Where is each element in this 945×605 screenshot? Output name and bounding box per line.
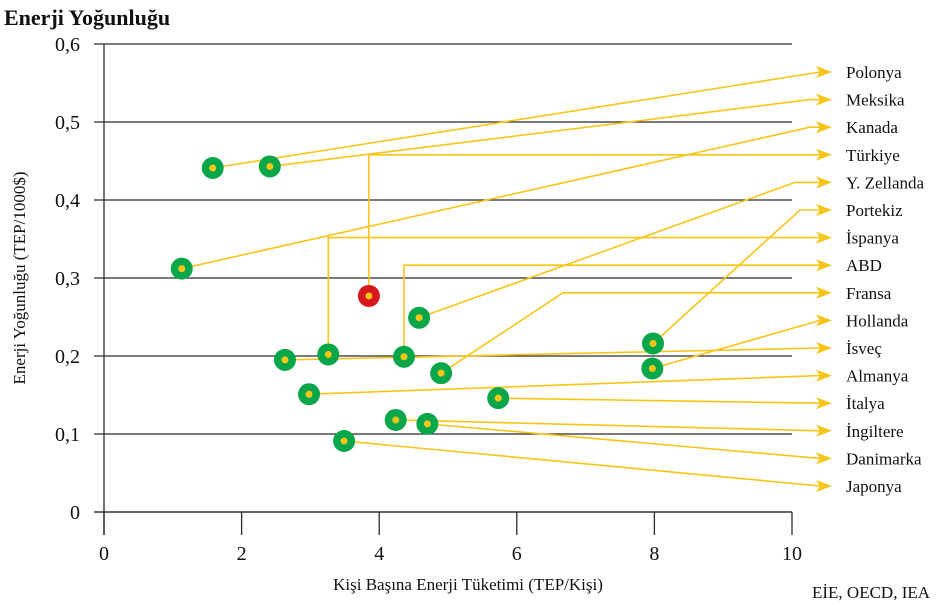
x-tick-label: 10 [782, 543, 802, 565]
data-point-center [400, 353, 408, 361]
arrowhead-icon [816, 480, 832, 492]
leader-line [269, 98, 820, 168]
leader-line [327, 236, 820, 355]
country-label: Fransa [846, 284, 892, 303]
data-point-center [340, 437, 348, 445]
country-labels: Polonya Meksika Kanada Türkiye Y. Zellanda Po… [846, 63, 925, 496]
country-label: Türkiye [846, 146, 900, 165]
country-label: Polonya [846, 63, 902, 82]
country-label: Danimarka [846, 449, 922, 468]
country-label: ABD [846, 256, 882, 275]
arrowhead-icon [816, 148, 832, 161]
arrowhead-icon [816, 314, 832, 327]
y-tick-label: 0,3 [55, 268, 80, 290]
leader-line [212, 71, 821, 169]
leader-line [181, 126, 820, 270]
data-point-center [494, 394, 502, 402]
data-points [170, 155, 665, 453]
chart-title: Enerji Yoğunluğu [4, 5, 170, 30]
y-tick-label: 0 [70, 502, 80, 524]
leader-line [418, 181, 820, 319]
data-point-center [365, 292, 373, 300]
country-label: İspanya [846, 229, 899, 248]
y-tick-label: 0,1 [55, 424, 80, 446]
arrowhead-icon [816, 231, 832, 244]
arrowhead-icon [816, 121, 832, 134]
arrowhead-icon [816, 397, 832, 410]
country-label: Meksika [846, 91, 905, 110]
leader-line [440, 292, 820, 374]
country-label: Hollanda [846, 311, 909, 330]
data-point-center [281, 356, 289, 364]
arrowhead-icon [816, 369, 832, 382]
data-point-center [648, 364, 656, 372]
country-label: Japonya [846, 477, 902, 496]
y-tick-label: 0,6 [55, 34, 80, 56]
data-point-center [266, 162, 274, 170]
y-axis-ticks: 0 0,1 0,2 0,3 0,4 0,5 0,6 [55, 34, 80, 524]
arrowhead-icon [816, 93, 832, 106]
x-tick-label: 8 [649, 543, 659, 565]
country-label: Y. Zellanda [846, 173, 925, 192]
arrowhead-icon [816, 452, 832, 465]
arrowhead-icon [816, 259, 832, 272]
arrowhead-icon [816, 424, 832, 437]
leader-lines [181, 66, 832, 492]
data-point-center [437, 369, 445, 377]
data-point-center [209, 164, 217, 172]
source-note: EİE, OECD, IEA [812, 583, 931, 602]
x-axis-label: Kişi Başına Enerji Tüketimi (TEP/Kişi) [333, 575, 603, 594]
country-label: Portekiz [846, 201, 903, 220]
leader-line [427, 423, 821, 460]
x-tick-label: 6 [512, 543, 522, 565]
leader-line [652, 319, 821, 370]
data-point-center [392, 416, 400, 424]
data-point-center [415, 314, 423, 322]
leader-line [308, 374, 821, 396]
leader-line [284, 347, 821, 361]
leader-line [395, 419, 821, 432]
leader-line [498, 397, 821, 404]
y-tick-label: 0,5 [55, 112, 80, 134]
country-label: İtalya [846, 394, 885, 413]
x-tick-label: 2 [237, 543, 247, 565]
country-label: İngiltere [846, 422, 904, 441]
arrowhead-icon [816, 66, 832, 78]
country-label: İsveç [846, 339, 882, 358]
arrowhead-icon [816, 176, 832, 189]
y-tick-label: 0,2 [55, 346, 80, 368]
leader-line [403, 264, 820, 357]
x-tick-label: 0 [99, 543, 109, 565]
leader-line [344, 440, 821, 487]
arrowhead-icon [816, 286, 832, 299]
y-axis-label: Enerji Yoğunluğu (TEP/1000$) [10, 172, 29, 385]
country-label: Almanya [846, 367, 909, 386]
country-label: Kanada [846, 118, 898, 137]
x-axis-ticks: 0 2 4 6 8 10 [99, 512, 802, 565]
leader-line [652, 209, 820, 345]
x-tick-label: 4 [374, 543, 384, 565]
data-point-center [324, 350, 332, 358]
leader-line [368, 154, 820, 296]
arrowhead-icon [816, 204, 832, 216]
data-point-center [178, 265, 186, 273]
y-tick-label: 0,4 [55, 190, 80, 212]
data-point-center [305, 390, 313, 398]
data-point-center [423, 420, 431, 428]
arrowhead-icon [816, 342, 832, 354]
data-point-center [649, 340, 657, 348]
